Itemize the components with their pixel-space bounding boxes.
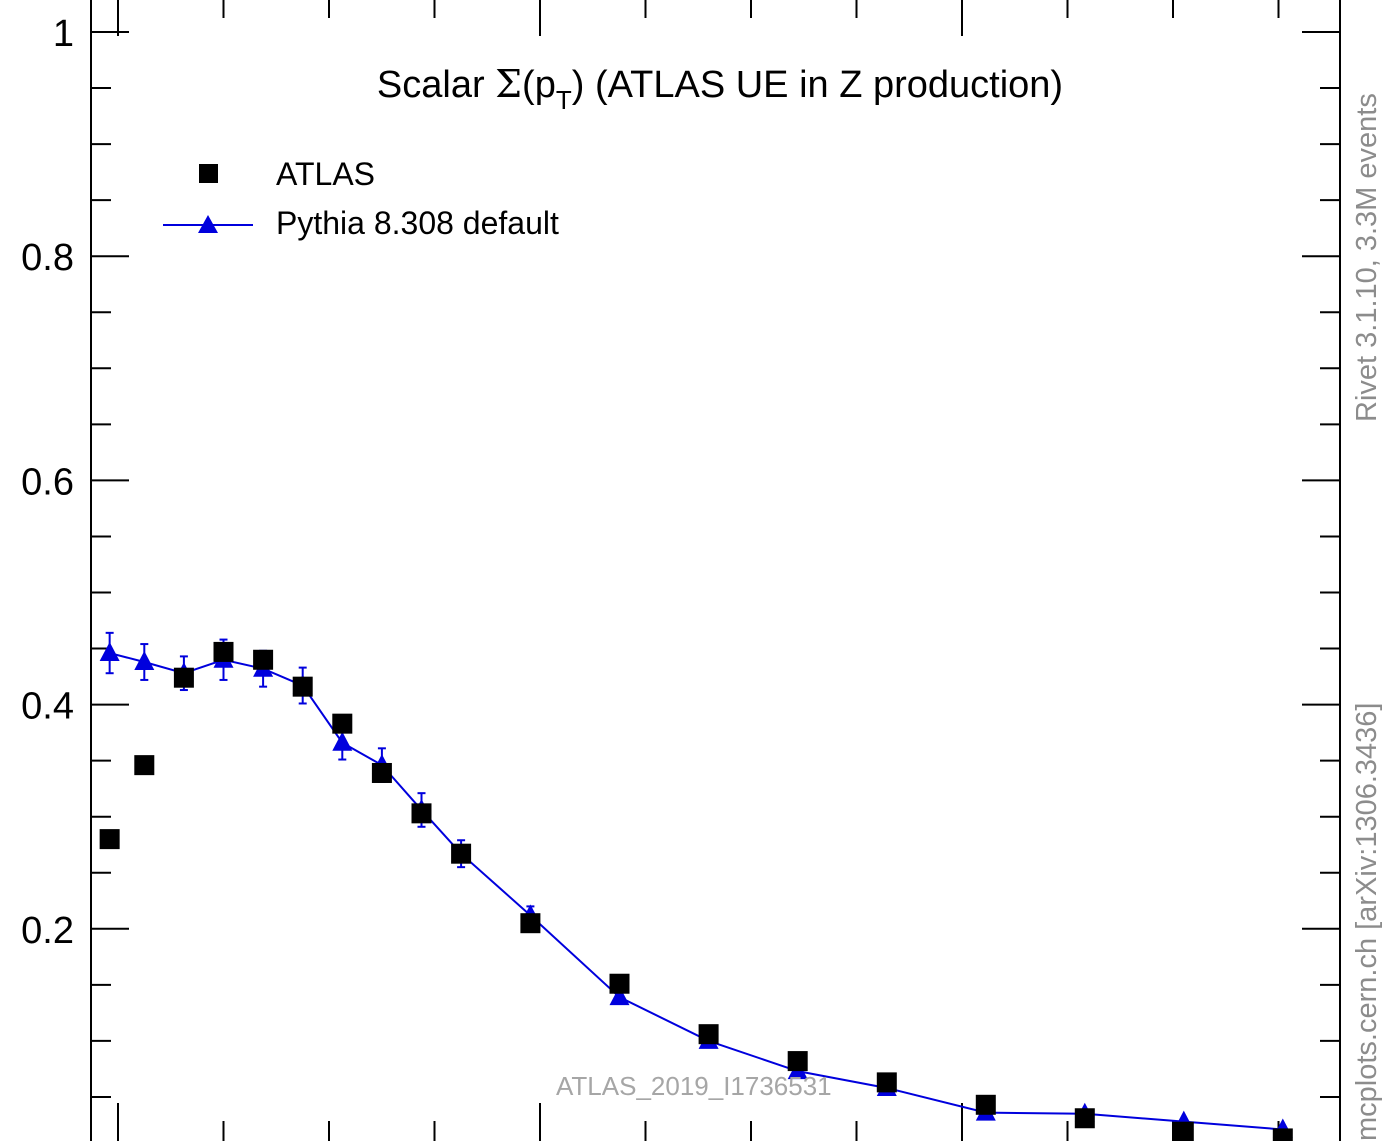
atlas-point [411,803,432,824]
atlas-point [698,1024,719,1045]
atlas-point [609,973,630,994]
atlas-point [213,641,234,662]
pythia-point [99,642,120,662]
atlas-point [520,913,541,934]
legend-atlas-marker [199,164,218,183]
atlas-point [253,649,274,670]
series-pythia [99,631,1293,1138]
y-tick-label: 0.2 [21,910,74,952]
legend: ATLAS Pythia 8.308 default [163,156,559,241]
atlas-point [1173,1121,1194,1141]
atlas-point [1074,1108,1095,1129]
y-tick-label: 0.4 [21,686,74,728]
y-axis: 1 0.8 0.6 0.4 0.2 [21,13,1340,1098]
series-atlas [99,641,1293,1141]
pythia-point [609,986,630,1006]
atlas-point [1272,1128,1293,1141]
atlas-point [451,843,472,864]
side-text-mcplots: mcplots.cern.ch [arXiv:1306.3436] [1351,703,1383,1141]
plot-frame [90,0,1341,1141]
y-tick-label: 1 [53,13,74,55]
legend-atlas-label: ATLAS [276,156,375,192]
pythia-point [134,651,155,671]
atlas-point [787,1051,808,1072]
atlas-point [134,755,155,776]
atlas-point [876,1072,897,1093]
side-text-rivet: Rivet 3.1.10, 3.3M events [1351,93,1383,422]
pythia-line [109,652,1283,1131]
atlas-point [292,676,313,697]
legend-pythia-marker [198,215,218,233]
chart-title: Scalar Σ(pT) (ATLAS UE in Z production) [377,62,1063,115]
legend-pythia-label: Pythia 8.308 default [276,205,559,241]
atlas-point [173,667,194,688]
pythia-point [332,731,353,751]
y-tick-label: 0.6 [21,461,74,503]
atlas-point [371,762,392,783]
y-tick-label: 0.8 [21,237,74,279]
atlas-point [332,713,353,734]
watermark: ATLAS_2019_I1736531 [556,1071,832,1101]
atlas-point [975,1094,996,1115]
atlas-point [99,829,120,850]
